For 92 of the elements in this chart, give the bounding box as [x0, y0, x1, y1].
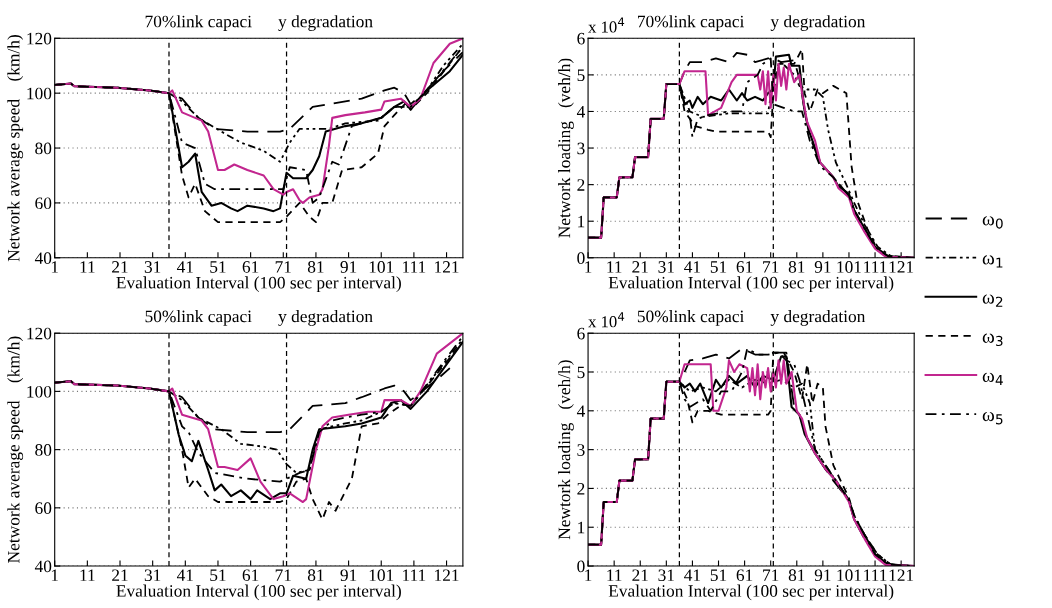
x-tick-label: 121 [889, 569, 914, 581]
legend-label: ω$_{3}$ [982, 333, 1003, 347]
x-tick-label: 121 [435, 569, 459, 581]
x-axis-title: Evaluation Interval (100 sec per interval) [116, 584, 401, 601]
y-tick-label: 80 [35, 444, 52, 456]
y-tick-label: 80 [35, 142, 52, 155]
x-tick-label: 111 [864, 261, 887, 273]
legend-label: ω$_{1}$ [982, 255, 1003, 268]
y-tick-label: 4 [576, 106, 586, 118]
y-tick-label: 4 [576, 405, 586, 417]
y-tick-label: 5 [577, 366, 585, 379]
y-tick-label: 6 [577, 32, 585, 45]
y-tick-label: 100 [27, 385, 52, 398]
x-tick-label: 41 [684, 569, 701, 581]
x-tick-label: 81 [788, 569, 805, 582]
x-tick-label: 91 [340, 569, 357, 582]
x-tick-label: 81 [307, 261, 324, 273]
x-tick-label: 111 [403, 569, 426, 581]
y-tick-label: 100 [27, 87, 52, 100]
x-tick-label: 21 [112, 569, 128, 581]
x-tick-label: 41 [176, 261, 193, 273]
x-tick-label: 41 [176, 569, 193, 581]
legend-label: ω$_{4}$ [982, 372, 1003, 386]
y-axis-title: Network average speed (km/h) [7, 336, 24, 563]
x-tick-label: 31 [144, 261, 161, 273]
y-tick-label: 6 [577, 327, 585, 340]
y-tick-label: 40 [34, 252, 52, 264]
x-tick-label: 111 [864, 569, 887, 581]
legend-label: ω$_{5}$ [982, 411, 1003, 425]
x-tick-label: 101 [837, 569, 861, 582]
x-tick-label: 91 [340, 261, 357, 273]
y-tick-label: 0 [577, 560, 585, 573]
y-tick-label: 1 [578, 521, 585, 534]
x-tick-label: 121 [889, 261, 914, 273]
x-tick-label: 101 [837, 261, 861, 273]
x-tick-label: 31 [658, 569, 674, 582]
y-tick-label: 3 [577, 444, 585, 456]
x-tick-label: 11 [80, 261, 95, 273]
x-axis-title: Evaluation Interval (100 sec per interval) [608, 584, 894, 601]
chart-title: 50%link capaci y degradation [145, 310, 373, 326]
x-tick-label: 31 [658, 261, 674, 273]
y-tick-label: 3 [577, 142, 585, 155]
x-tick-label: 101 [369, 569, 394, 582]
y-tick-label: 1 [578, 215, 585, 228]
y-tick-label: 120 [27, 32, 52, 45]
x-tick-label: 61 [736, 261, 753, 273]
x-axis-title: Evaluation Interval (100 sec per interval) [116, 276, 401, 293]
x-tick-label: 11 [80, 569, 95, 581]
x-tick-label: 31 [144, 569, 161, 582]
x-tick-label: 81 [788, 261, 805, 273]
x-tick-label: 71 [275, 261, 291, 273]
text: x 10$^{4}$ [588, 17, 625, 33]
x-tick-label: 21 [632, 569, 648, 581]
y-axis-title: Network loading (veh/h) [558, 58, 574, 238]
x-tick-label: 81 [307, 569, 324, 582]
y-axis-title: Newtork loading (veh/h) [558, 360, 574, 540]
y-tick-label: 5 [577, 69, 585, 82]
x-tick-label: 101 [369, 261, 394, 273]
y-tick-label: 60 [35, 502, 52, 515]
legend-label: ω$_{0}$ [982, 216, 1003, 229]
text: x 10$^{4}$ [588, 312, 625, 328]
x-tick-label: 51 [710, 569, 727, 582]
y-axis-title: Network average speed (km/h) [7, 35, 24, 262]
x-tick-label: 21 [112, 261, 128, 273]
x-tick-label: 111 [403, 261, 426, 273]
x-tick-label: 51 [210, 569, 226, 582]
x-axis-title: Evaluation Interval (100 sec per interval) [608, 276, 894, 293]
chart-title: 50%link capaci y degradation [637, 310, 866, 326]
x-tick-label: 11 [607, 261, 622, 273]
legend-label: ω$_{2}$ [982, 294, 1003, 307]
x-tick-label: 51 [210, 261, 226, 273]
x-tick-label: 21 [632, 261, 648, 273]
y-tick-label: 0 [577, 252, 585, 264]
x-tick-label: 61 [242, 261, 259, 273]
x-tick-label: 61 [736, 569, 753, 582]
x-tick-label: 71 [275, 569, 291, 581]
y-tick-label: 120 [27, 327, 52, 340]
x-tick-label: 51 [710, 261, 727, 273]
y-tick-label: 60 [35, 197, 52, 210]
x-tick-label: 41 [684, 261, 701, 273]
chart-title: 70%link capaci y degradation [638, 15, 866, 31]
x-tick-label: 71 [763, 261, 779, 273]
y-tick-label: 2 [577, 179, 585, 191]
y-tick-label: 40 [34, 560, 52, 573]
chart-title: 70%link capaci y degradation [145, 15, 373, 31]
x-tick-label: 121 [435, 261, 459, 273]
x-tick-label: 71 [763, 569, 779, 581]
x-tick-label: 61 [242, 569, 259, 582]
x-tick-label: 91 [814, 569, 831, 582]
y-tick-label: 2 [577, 482, 585, 495]
x-tick-label: 91 [814, 261, 831, 273]
x-tick-label: 11 [607, 569, 622, 581]
